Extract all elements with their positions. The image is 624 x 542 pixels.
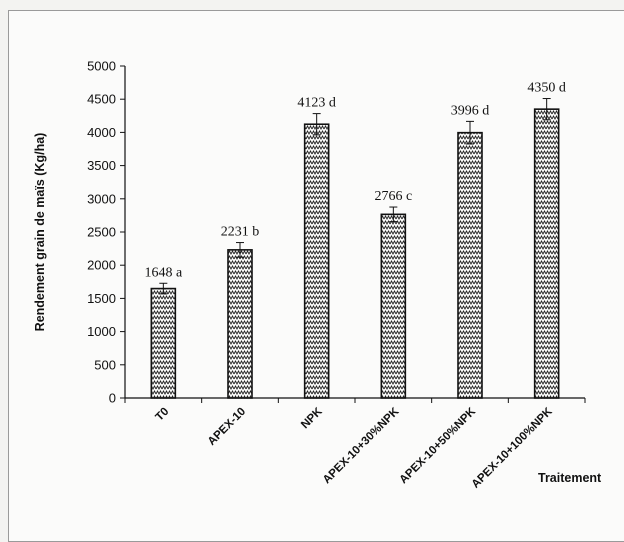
x-tick-label: APEX-10+50%NPK: [398, 405, 479, 486]
y-tick-label: 1000: [87, 324, 116, 339]
x-tick-label: NPK: [299, 405, 325, 431]
bar: [227, 249, 253, 399]
bar-chart: 0 500 1000 1500 2000 2500 3000 3500 4000 4500 5000…: [33, 59, 602, 491]
bar: [533, 108, 560, 399]
y-axis: 0 500 1000 1500 2000 2500 3000 3500 4000 4500 5000: [87, 59, 126, 406]
data-label: 2231 b: [221, 225, 260, 240]
bar: [303, 123, 330, 399]
y-tick-label: 500: [94, 357, 116, 372]
x-axis: T0 APEX-10 NPKAPEX-10+30%NPKAPEX-10+50%NPK…: [124, 397, 586, 491]
y-tick-label: 2500: [87, 225, 116, 240]
y-tick-label: 2000: [87, 258, 116, 273]
y-tick-label: 5000: [87, 59, 116, 74]
x-tick-label: APEX-10: [206, 406, 248, 448]
y-tick-label: 4000: [87, 125, 116, 140]
data-label: 3996 d: [451, 103, 490, 118]
data-label: 4350 d: [527, 81, 566, 96]
bars: 1648 a 2231 b 4123 d 2766 c 3996 d 4350 d: [144, 81, 566, 399]
bar: [380, 213, 407, 399]
data-label: 4123 d: [297, 96, 336, 111]
y-tick-label: 3000: [87, 191, 116, 206]
x-axis-label: Traitement: [538, 471, 602, 485]
data-label: 2766 c: [374, 189, 412, 204]
y-tick-label: 4500: [87, 92, 116, 107]
bar: [457, 131, 483, 399]
bar: [150, 287, 177, 399]
y-tick-label: 1500: [87, 291, 116, 306]
y-axis-label: Rendement grain de maïs (Kg/ha): [33, 133, 47, 332]
data-label: 1648 a: [144, 265, 183, 280]
x-tick-label: APEX-10+30%NPK: [321, 405, 402, 486]
y-tick-label: 3500: [87, 158, 116, 173]
x-tick-label: T0: [153, 406, 171, 424]
y-tick-label: 0: [109, 391, 116, 406]
